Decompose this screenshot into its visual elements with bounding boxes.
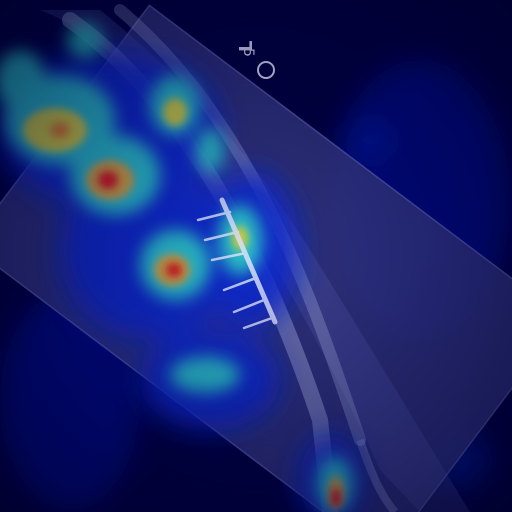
xray-heatmap-image: L 5	[0, 0, 512, 512]
vignette	[0, 0, 512, 512]
